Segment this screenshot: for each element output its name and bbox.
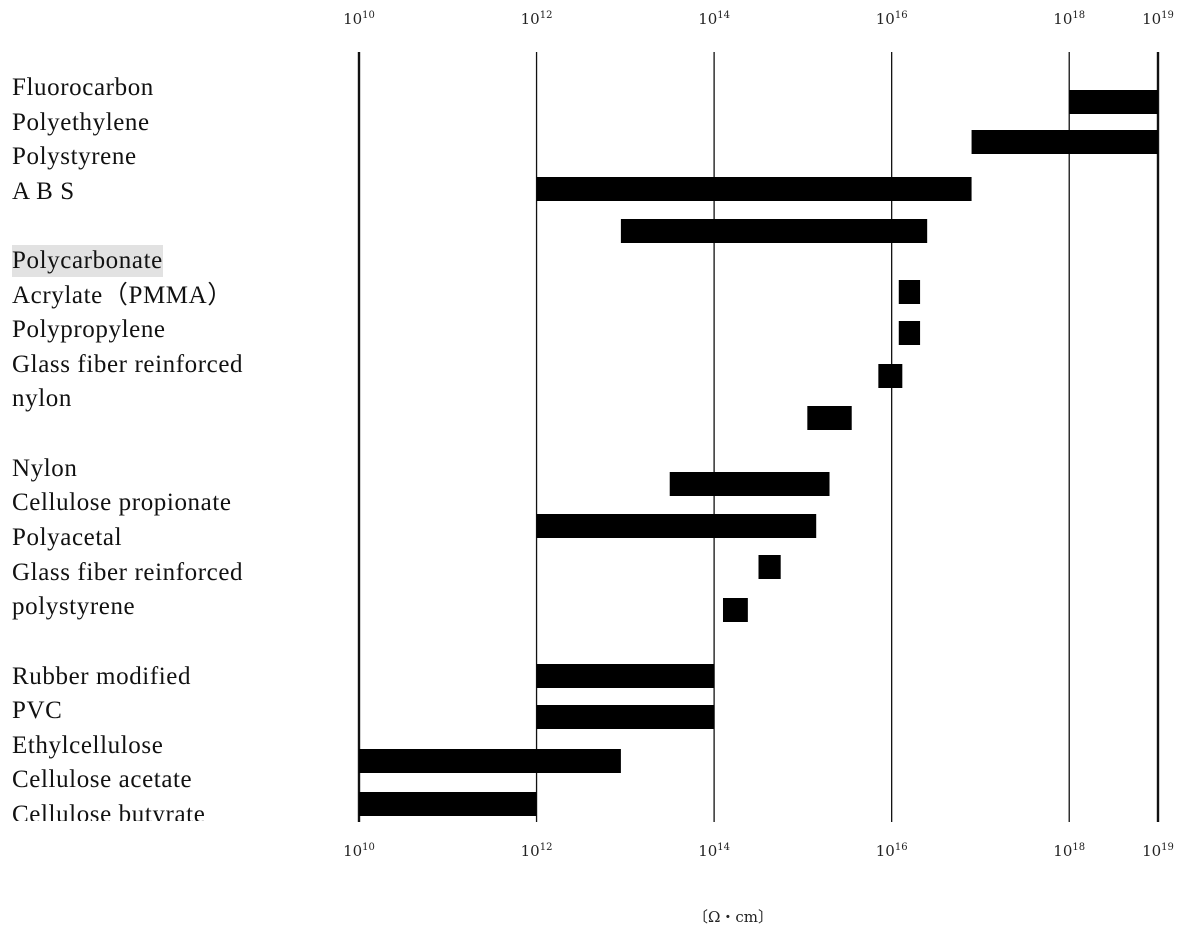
bar-8 bbox=[669, 472, 830, 496]
label-polystyrene: Polystyrene bbox=[12, 143, 137, 170]
material-labels: Fluorocarbon Polyethylene Polystyrene A … bbox=[0, 0, 300, 951]
bottom-tick-12: 1012 bbox=[520, 842, 553, 860]
bar-9 bbox=[536, 514, 817, 538]
label-polycarbonate: Polycarbonate bbox=[12, 245, 163, 277]
bottom-tick-18: 1018 bbox=[1053, 842, 1086, 860]
bar-7 bbox=[807, 406, 852, 430]
label-cellulose-butyrate: Cellulose butyrate bbox=[12, 801, 206, 821]
top-tick-14: 1014 bbox=[698, 10, 731, 28]
grid-lines bbox=[357, 52, 1160, 822]
bar-11 bbox=[722, 598, 748, 622]
top-tick-16: 1016 bbox=[875, 10, 908, 28]
bar-6 bbox=[878, 364, 903, 388]
bar-5 bbox=[898, 321, 921, 345]
label-polypropylene: Polypropylene bbox=[12, 316, 166, 343]
bottom-tick-10: 1010 bbox=[343, 842, 375, 860]
label-ethylcellulose: Ethylcellulose bbox=[12, 732, 164, 759]
bar-15 bbox=[359, 792, 537, 816]
top-tick-10: 1010 bbox=[343, 10, 375, 28]
bar-12 bbox=[536, 664, 715, 688]
label-cellulose-acetate: Cellulose acetate bbox=[12, 766, 193, 793]
label-polyacetal: Polyacetal bbox=[12, 524, 123, 551]
bar-14 bbox=[359, 749, 621, 773]
resistivity-bars bbox=[359, 90, 1158, 816]
bar-2 bbox=[536, 177, 972, 201]
bar-4 bbox=[898, 280, 921, 304]
label-abs: A B S bbox=[12, 178, 75, 205]
label-nylon-continued: nylon bbox=[12, 385, 72, 412]
bar-3 bbox=[620, 219, 928, 243]
label-glass-fiber-reinforced-1: Glass fiber reinforced bbox=[12, 351, 244, 378]
bar-0 bbox=[1069, 90, 1158, 114]
bottom-tick-16: 1016 bbox=[875, 842, 908, 860]
label-fluorocarbon: Fluorocarbon bbox=[12, 74, 154, 101]
bottom-tick-19: 1019 bbox=[1142, 842, 1174, 860]
label-pvc: PVC bbox=[12, 697, 63, 724]
label-nylon: Nylon bbox=[12, 455, 78, 482]
bottom-tick-14: 1014 bbox=[698, 842, 731, 860]
bar-1 bbox=[971, 130, 1158, 154]
top-tick-19: 1019 bbox=[1142, 10, 1174, 28]
top-tick-18: 1018 bbox=[1053, 10, 1086, 28]
label-acrylate-pmma: Acrylate（PMMA） bbox=[12, 282, 233, 309]
top-tick-12: 1012 bbox=[520, 10, 553, 28]
label-glass-fiber-reinforced-2: Glass fiber reinforced bbox=[12, 559, 244, 586]
label-polyethylene: Polyethylene bbox=[12, 109, 150, 136]
label-polystyrene-continued: polystyrene bbox=[12, 593, 136, 620]
bar-13 bbox=[536, 705, 715, 729]
unit-label: 〔Ω・cm〕 bbox=[692, 908, 774, 926]
label-cellulose-propionate: Cellulose propionate bbox=[12, 489, 232, 516]
bar-10 bbox=[758, 555, 781, 579]
label-rubber-modified: Rubber modified bbox=[12, 663, 192, 690]
